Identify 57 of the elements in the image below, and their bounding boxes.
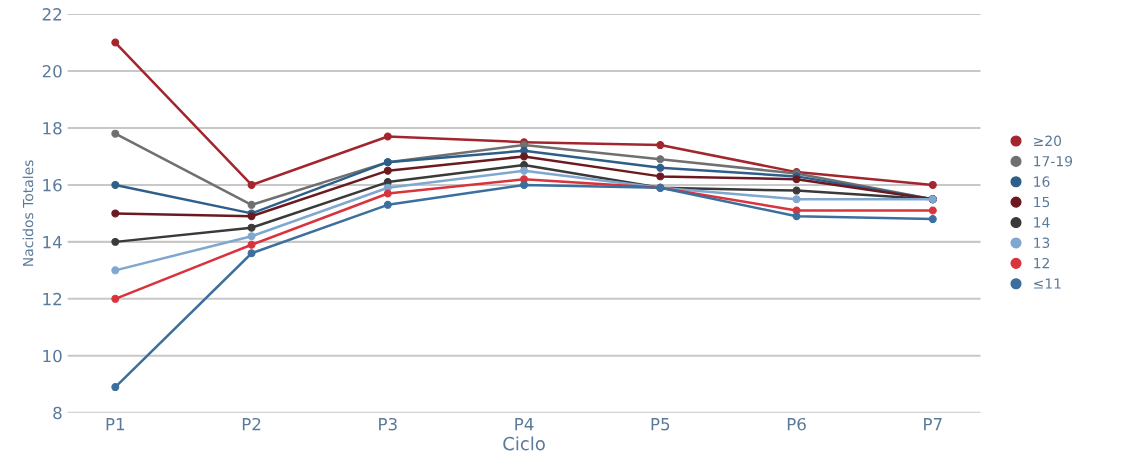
point	[247, 232, 256, 241]
point	[928, 215, 937, 224]
point	[656, 141, 665, 150]
point	[520, 161, 529, 169]
point	[111, 237, 120, 246]
point	[928, 206, 937, 215]
legend-label: 12	[1034, 257, 1049, 269]
point	[111, 129, 120, 138]
y-tick-label: 14	[43, 236, 62, 249]
x-tick-label: P4	[515, 418, 534, 431]
point	[383, 200, 392, 209]
x-tick-label: P1	[106, 418, 125, 431]
point	[247, 240, 256, 249]
point	[520, 166, 529, 175]
x-axis-title: Ciclo	[503, 436, 545, 451]
y-axis-title: Nacidos Totales	[22, 160, 34, 266]
point	[792, 212, 801, 221]
x-tick-label: P2	[242, 417, 261, 431]
legend-label: 16	[1034, 176, 1050, 187]
point	[928, 180, 937, 189]
x-tick-label: P7	[924, 418, 942, 431]
x-tick-label: P5	[651, 418, 670, 431]
point	[247, 249, 256, 258]
y-tick-label: 18	[43, 121, 62, 135]
point	[111, 383, 120, 392]
legend-label: 13	[1034, 237, 1050, 248]
legend-label: 15	[1034, 196, 1050, 208]
point	[383, 189, 392, 198]
point	[383, 166, 392, 175]
point	[520, 180, 529, 189]
y-tick-label: 16	[43, 178, 62, 192]
y-tick-label: 22	[42, 8, 62, 21]
point	[247, 200, 256, 209]
point	[792, 186, 801, 195]
y-tick-label: 12	[43, 292, 62, 306]
legend-label: 14	[1034, 217, 1050, 228]
point	[247, 180, 256, 189]
point	[111, 38, 120, 47]
y-tick-label: 20	[42, 64, 62, 78]
y-tick-label: 8	[53, 406, 62, 420]
x-tick-label: P3	[379, 417, 397, 431]
legend-label: ≥20	[1034, 135, 1062, 147]
point	[656, 155, 665, 164]
point	[247, 223, 256, 232]
y-tick-label: 10	[43, 349, 62, 363]
point	[111, 209, 120, 218]
point	[656, 163, 665, 172]
point	[792, 195, 801, 204]
point	[656, 172, 665, 181]
x-tick-label: P6	[787, 417, 806, 431]
legend-label: ≤11	[1034, 278, 1061, 289]
point	[111, 294, 120, 303]
point	[111, 266, 120, 275]
point	[520, 152, 529, 161]
legend-label: 17-19	[1034, 155, 1073, 167]
point	[383, 132, 392, 141]
point	[111, 180, 120, 189]
